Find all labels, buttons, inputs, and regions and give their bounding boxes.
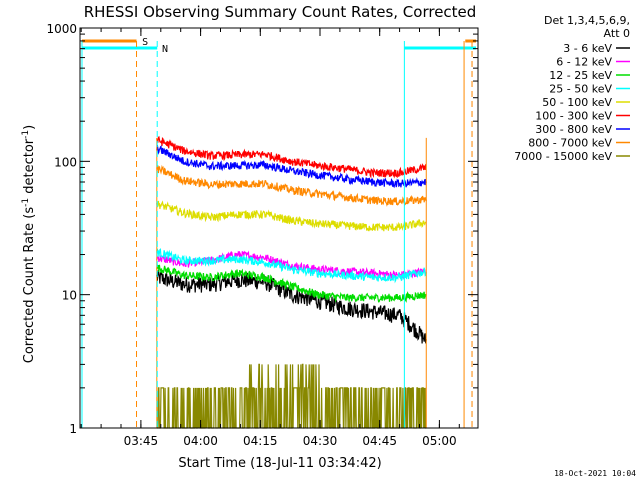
y-axis-label-mid: detector bbox=[22, 138, 37, 198]
x-tick-label: 05:00 bbox=[422, 434, 457, 448]
y-axis-label-sup2: -1 bbox=[21, 130, 31, 139]
y-tick-label: 1 bbox=[69, 422, 77, 436]
legend-label: 100 - 300 keV bbox=[535, 110, 612, 123]
series-line-8 bbox=[156, 363, 427, 429]
flag-label-n: N bbox=[162, 44, 168, 55]
x-tick-label: 04:30 bbox=[303, 434, 338, 448]
axes: 03:45 04:00 04:15 04:30 04:45 05:00 1 10 100 1000 bbox=[46, 22, 479, 448]
chart-title: RHESSI Observing Summary Count Rates, Co… bbox=[84, 3, 477, 21]
plot-frame bbox=[79, 27, 479, 429]
legend-label: 6 - 12 keV bbox=[556, 56, 612, 69]
x-tick-label: 04:00 bbox=[183, 434, 218, 448]
footer-date: 18-Oct-2021 10:04 bbox=[554, 469, 636, 478]
legend-label: 300 - 800 keV bbox=[535, 123, 612, 136]
plot-area: SN bbox=[81, 37, 476, 429]
legend-label: 800 - 7000 keV bbox=[528, 137, 612, 150]
y-axis-label-end: ) bbox=[22, 125, 37, 130]
x-tick-label: 03:45 bbox=[124, 434, 159, 448]
legend-header-line-2: Att 0 bbox=[604, 27, 630, 40]
legend-label: 50 - 100 keV bbox=[542, 96, 612, 109]
series-line-5 bbox=[156, 135, 427, 179]
series-line-3 bbox=[156, 248, 427, 284]
legend-label: 12 - 25 keV bbox=[549, 69, 612, 82]
series-line-7 bbox=[156, 164, 427, 207]
series-line-2 bbox=[156, 264, 427, 303]
legend-label: 7000 - 15000 keV bbox=[514, 150, 612, 163]
x-tick-label: 04:15 bbox=[243, 434, 278, 448]
y-tick-label: 10 bbox=[62, 289, 77, 303]
legend-header-line-1: Det 1,3,4,5,6,9, bbox=[544, 14, 630, 27]
y-axis-label-sup1: -1 bbox=[21, 198, 31, 207]
y-axis-label: Corrected Count Rate (s-1 detector-1) bbox=[21, 125, 37, 363]
y-axis-label-main: Corrected Count Rate (s bbox=[22, 207, 37, 364]
series-line-0 bbox=[156, 270, 427, 344]
x-tick-label: 04:45 bbox=[362, 434, 397, 448]
y-tick-label: 100 bbox=[54, 155, 77, 169]
x-axis-label: Start Time (18-Jul-11 03:34:42) bbox=[178, 456, 381, 471]
y-tick-label: 1000 bbox=[46, 22, 77, 36]
legend-label: 3 - 6 keV bbox=[563, 42, 612, 55]
flag-label-s: S bbox=[142, 37, 148, 48]
series-line-4 bbox=[156, 200, 427, 232]
legend-label: 25 - 50 keV bbox=[549, 83, 612, 96]
series-line-6 bbox=[156, 144, 427, 189]
